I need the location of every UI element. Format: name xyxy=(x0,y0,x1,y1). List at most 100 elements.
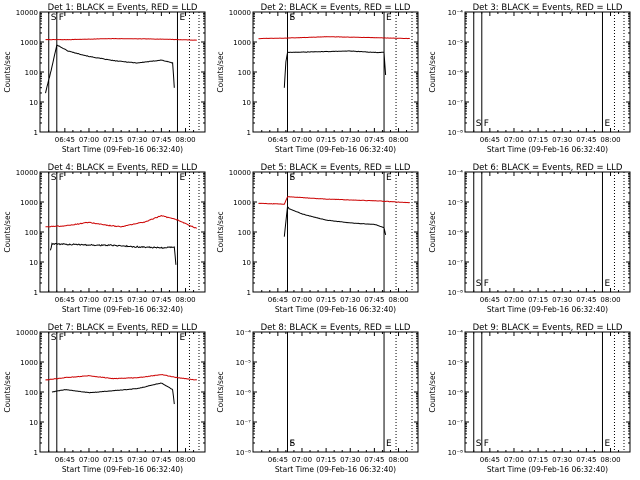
y-tick-label: 1000 xyxy=(20,359,38,367)
y-tick-label: 10 xyxy=(29,419,38,427)
x-tick-label: 07:45 xyxy=(576,296,596,304)
x-tick-label: 07:30 xyxy=(127,136,147,144)
y-tick-label: 10 xyxy=(242,259,251,267)
panel-title: Det 4: BLACK = Events, RED = LLD xyxy=(48,163,198,173)
x-tick-label: 06:45 xyxy=(480,456,500,464)
x-tick-label: 08:00 xyxy=(388,296,408,304)
x-tick-label: 07:15 xyxy=(528,136,548,144)
marker-label-e: E xyxy=(179,13,185,23)
y-tick-label: 10000 xyxy=(16,9,38,17)
marker-label-e: E xyxy=(604,119,610,129)
plot-frame xyxy=(252,171,419,293)
y-axis-label: Counts/sec xyxy=(428,371,437,412)
x-tick-label: 07:30 xyxy=(127,296,147,304)
marker-label-f: F xyxy=(484,119,489,129)
y-tick-label: 1 xyxy=(34,129,38,137)
x-tick-label: 06:45 xyxy=(268,296,288,304)
x-tick-label: 07:30 xyxy=(127,456,147,464)
marker-label-f: F xyxy=(59,333,64,343)
x-tick-label: 07:15 xyxy=(103,136,123,144)
x-tick-label: 07:15 xyxy=(528,296,548,304)
y-tick-label: 10⁻⁸ xyxy=(448,289,464,297)
marker-label-e: E xyxy=(386,439,392,449)
marker-label-f: F xyxy=(59,13,64,23)
marker-label-s: S xyxy=(476,119,482,129)
plot-frame xyxy=(464,11,631,133)
x-tick-label: 07:00 xyxy=(79,456,99,464)
x-tick-label: 08:00 xyxy=(600,136,620,144)
panel-title: Det 3: BLACK = Events, RED = LLD xyxy=(473,3,623,13)
y-axis-label: Counts/sec xyxy=(428,211,437,252)
marker-label-f: F xyxy=(484,439,489,449)
y-tick-label: 10⁻⁵ xyxy=(448,39,464,47)
panel-det-8: Det 8: BLACK = Events, RED = LLD 10⁻⁸ 10⁻⁷… xyxy=(216,323,419,474)
marker-label-e: E xyxy=(386,173,392,183)
marker-label-s: S xyxy=(476,439,482,449)
y-tick-label: 10⁻⁴ xyxy=(236,329,252,337)
y-tick-label: 1000 xyxy=(233,199,251,207)
panel-det-2: Det 2: BLACK = Events, RED = LLD 1 10 100 10… xyxy=(216,3,419,154)
x-tick-label: 07:45 xyxy=(151,136,171,144)
y-axis-label: Counts/sec xyxy=(3,51,12,92)
y-tick-label: 10⁻⁷ xyxy=(448,419,464,427)
x-tick-label: 07:00 xyxy=(79,136,99,144)
y-tick-label: 10000 xyxy=(229,9,251,17)
y-tick-label: 1000 xyxy=(20,199,38,207)
y-tick-label: 100 xyxy=(238,69,251,77)
panel-det-1: Det 1: BLACK = Events, RED = LLD 1 10 100 10… xyxy=(3,3,206,154)
y-tick-label: 10⁻⁸ xyxy=(448,129,464,137)
plot-frame xyxy=(39,11,206,133)
y-axis-label: Counts/sec xyxy=(216,51,225,92)
panel-title: Det 2: BLACK = Events, RED = LLD xyxy=(261,3,411,13)
x-tick-label: 07:45 xyxy=(364,136,384,144)
x-tick-label: 07:30 xyxy=(552,296,572,304)
x-tick-label: 07:30 xyxy=(340,136,360,144)
x-tick-label: 08:00 xyxy=(600,456,620,464)
x-axis-label: Start Time (09-Feb-16 06:32:40) xyxy=(487,305,608,314)
lld-series-line xyxy=(258,196,410,205)
marker-label-f: F xyxy=(289,439,294,449)
y-tick-label: 10⁻⁵ xyxy=(448,359,464,367)
marker-label-s: S xyxy=(476,279,482,289)
x-tick-label: 07:00 xyxy=(504,136,524,144)
plot-frame xyxy=(252,11,419,133)
panel-det-6: Det 6: BLACK = Events, RED = LLD 10⁻⁸ 10⁻⁷… xyxy=(428,163,631,314)
y-tick-label: 10⁻⁵ xyxy=(236,359,252,367)
panel-det-4: Det 4: BLACK = Events, RED = LLD 1 10 100 10… xyxy=(3,163,206,314)
lld-series-line xyxy=(45,215,198,229)
y-tick-label: 10⁻⁵ xyxy=(448,199,464,207)
x-tick-label: 07:15 xyxy=(316,296,336,304)
panel-det-9: Det 9: BLACK = Events, RED = LLD 10⁻⁸ 10⁻⁷… xyxy=(428,323,631,474)
marker-label-s: S xyxy=(51,13,57,23)
x-tick-label: 07:15 xyxy=(316,136,336,144)
y-tick-label: 10⁻⁷ xyxy=(448,99,464,107)
panel-title: Det 5: BLACK = Events, RED = LLD xyxy=(261,163,411,173)
marker-label-s: S xyxy=(51,333,57,343)
lld-series-line xyxy=(258,36,410,40)
x-tick-label: 07:15 xyxy=(316,456,336,464)
x-tick-label: 07:45 xyxy=(151,456,171,464)
marker-label-s: S xyxy=(289,13,295,23)
x-tick-label: 08:00 xyxy=(388,456,408,464)
panel-det-7: Det 7: BLACK = Events, RED = LLD 1 10 100 10… xyxy=(3,323,206,474)
x-tick-label: 08:00 xyxy=(600,296,620,304)
x-tick-label: 07:45 xyxy=(576,136,596,144)
x-tick-label: 06:45 xyxy=(268,456,288,464)
x-tick-label: 07:30 xyxy=(340,456,360,464)
y-tick-label: 100 xyxy=(25,389,38,397)
y-tick-label: 1 xyxy=(247,129,251,137)
y-tick-label: 10⁻⁶ xyxy=(448,389,464,397)
y-axis-label: Counts/sec xyxy=(3,211,12,252)
x-axis-label: Start Time (09-Feb-16 06:32:40) xyxy=(275,465,396,474)
y-tick-label: 10⁻⁶ xyxy=(448,229,464,237)
y-tick-label: 10000 xyxy=(229,169,251,177)
marker-label-s: S xyxy=(51,173,57,183)
marker-label-e: E xyxy=(386,13,392,23)
x-tick-label: 07:00 xyxy=(292,296,312,304)
x-tick-label: 06:45 xyxy=(55,296,75,304)
x-tick-label: 07:30 xyxy=(552,136,572,144)
x-tick-label: 07:45 xyxy=(151,296,171,304)
x-tick-label: 06:45 xyxy=(480,136,500,144)
y-tick-label: 100 xyxy=(25,69,38,77)
